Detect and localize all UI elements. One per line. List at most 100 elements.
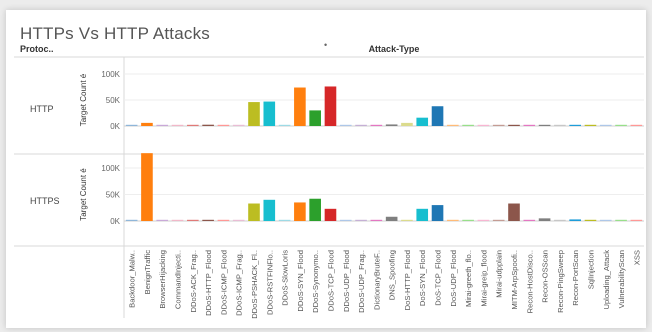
x-tick-label: DDoS-ICMP_Flood [219, 250, 228, 315]
bar-http-25 [508, 124, 520, 126]
bar-https-9 [263, 199, 276, 221]
x-tick-label: DDoS-RSTFINFlo.. [265, 250, 274, 315]
bar-https-0 [125, 219, 138, 221]
x-tick-label: Mirai-greeth_flo.. [464, 250, 473, 307]
bar-http-29 [569, 124, 581, 126]
bar-https-27 [538, 218, 551, 221]
y-tick-label: 50K [106, 96, 121, 105]
x-tick-label: Mirai-udpplain [495, 250, 504, 298]
x-tick-label: Recon-PingSweep [556, 250, 565, 313]
x-tick-label: DDoS-ACK_Frag.. [189, 250, 198, 312]
x-tick-label: DDoS-ICMP_Frag.. [235, 250, 244, 316]
bar-http-9 [263, 101, 276, 126]
bar-https-21 [447, 219, 459, 221]
x-tick-label: MITM-ArpSpoofi.. [510, 250, 519, 310]
bar-https-32 [615, 219, 627, 221]
bar-http-28 [554, 124, 566, 126]
bar-https-8 [248, 203, 260, 221]
bar-http-26 [523, 124, 536, 126]
x-tick-label: DDoS-Synonymo.. [311, 250, 320, 313]
x-tick-label: Recon-PortScan [571, 250, 580, 306]
bar-https-29 [569, 219, 581, 221]
x-tick-label: BenignTraffic [143, 250, 152, 295]
bar-http-6 [217, 124, 230, 126]
bar-https-19 [416, 208, 429, 221]
x-tick-label: DDoS-PSHACK_Fl.. [250, 250, 259, 319]
bar-http-21 [447, 124, 459, 126]
x-tick-label: DDoS-HTTP_Flood [204, 250, 213, 316]
bar-https-30 [584, 219, 597, 221]
y-tick-label: 100K [101, 70, 120, 79]
bar-https-12 [309, 198, 321, 221]
marker-dot: • [324, 40, 328, 50]
bar-http-17 [385, 124, 398, 126]
bar-http-13 [324, 86, 337, 126]
bar-http-7 [232, 124, 245, 126]
bar-https-3 [171, 219, 184, 221]
x-tick-label: DDoS-SYN_Flood [296, 250, 305, 312]
bar-https-24 [492, 219, 505, 221]
bar-http-18 [401, 122, 413, 126]
x-tick-label: Recon-OSScan [541, 250, 550, 303]
bar-https-4 [187, 219, 199, 221]
bar-https-6 [217, 219, 230, 221]
x-tick-label: VulnerabilityScan [617, 250, 626, 308]
bar-http-16 [370, 124, 383, 126]
bar-https-13 [324, 208, 337, 221]
bar-https-26 [523, 219, 536, 221]
bar-https-31 [599, 219, 612, 221]
bar-http-33 [630, 124, 643, 126]
bar-http-10 [278, 124, 291, 126]
x-tick-label: DoS-HTTP_Flood [403, 250, 412, 310]
bar-http-19 [416, 117, 429, 126]
bar-http-31 [599, 124, 612, 126]
y-tick-label: 0K [110, 122, 120, 131]
x-tick-label: Backdoor_Malw.. [128, 250, 137, 308]
bar-https-5 [202, 219, 214, 221]
bar-https-20 [431, 205, 444, 221]
bar-https-22 [462, 219, 474, 221]
bar-https-1 [141, 153, 153, 221]
bar-https-10 [278, 219, 291, 221]
bar-https-33 [630, 219, 643, 221]
x-tick-label: Uploading_Attack [602, 250, 611, 310]
x-tick-label: DDoS-UDP_Flood [342, 250, 351, 312]
bar-http-0 [125, 124, 138, 126]
x-tick-label: Mirai-greip_flood [479, 250, 488, 307]
x-tick-label: Recon-HostDisco.. [525, 250, 534, 313]
row-header-label: Protoc.. [20, 44, 54, 54]
x-tick-label: DoS-SYN_Flood [418, 250, 427, 306]
y-tick-label: 100K [101, 164, 120, 173]
dashboard-panel: HTTPs Vs HTTP Attacks • [6, 10, 646, 328]
bar-http-15 [355, 124, 367, 126]
x-tick-label: DNS_Spoofing [388, 250, 397, 300]
bar-https-23 [477, 219, 490, 221]
bar-https-18 [401, 219, 413, 221]
bar-https-25 [508, 203, 520, 221]
bar-http-22 [462, 124, 474, 126]
bar-http-1 [141, 122, 153, 126]
bar-https-2 [156, 219, 169, 221]
chart-title: HTTPs Vs HTTP Attacks [20, 24, 210, 43]
bar-http-2 [156, 124, 169, 126]
y-tick-label: 50K [106, 191, 121, 200]
row-label-http: HTTP [30, 104, 54, 114]
bar-http-11 [294, 87, 306, 126]
x-tick-label: DictionaryBruteF.. [372, 250, 381, 310]
y-axis-title: Target Count é [79, 73, 88, 126]
x-tick-label: XSS [632, 250, 641, 265]
x-tick-label: DoS-TCP_Flood [434, 250, 443, 306]
y-axis-title: Target Count é [79, 168, 88, 221]
bar-https-28 [554, 219, 566, 221]
bar-http-12 [309, 110, 321, 126]
bar-http-14 [339, 124, 352, 126]
x-tick-label: CommandInjecti.. [174, 250, 183, 309]
bar-https-14 [339, 219, 352, 221]
bar-http-24 [492, 124, 505, 126]
bar-http-8 [248, 102, 260, 126]
x-tick-label: DDoS-SlowLoris [281, 250, 290, 306]
bar-http-23 [477, 124, 490, 126]
bar-https-17 [385, 216, 398, 221]
bar-http-20 [431, 106, 444, 126]
